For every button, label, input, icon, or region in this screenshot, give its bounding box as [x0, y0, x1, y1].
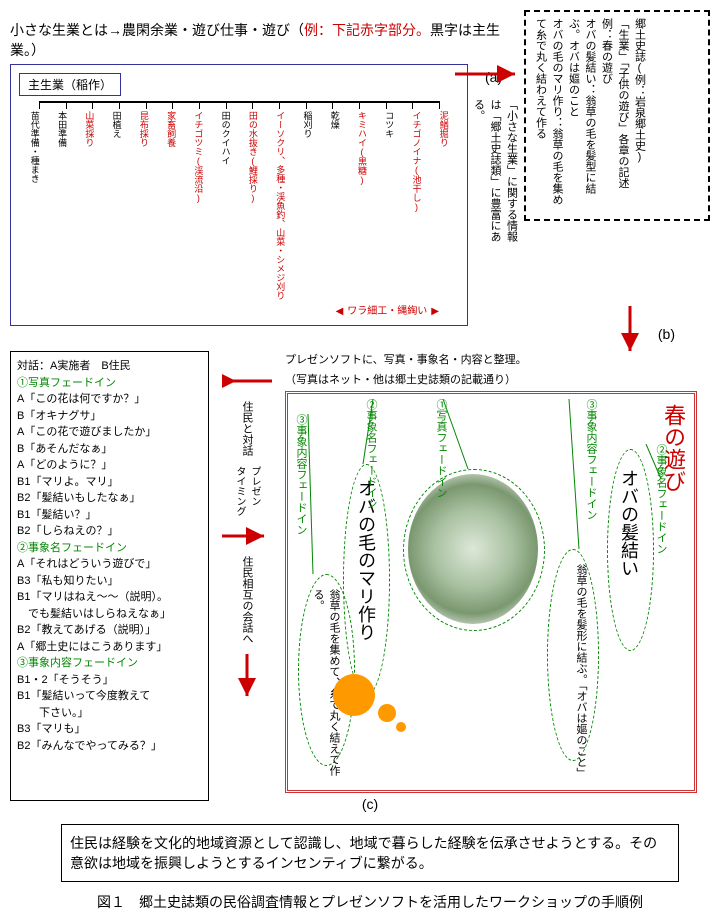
label-e3b: ③事象内容フェードイン [583, 399, 599, 520]
dialog-box: 対話：A実施者 B住民①写真フェードインA「この花は何ですか？」B「オキナグサ」… [10, 351, 209, 801]
label-a: (a) [485, 69, 502, 85]
presen-box: 春の遊び ①写真フェードイン オバの毛のマリ作り ②事象名フェードイン オバの髪… [285, 391, 697, 793]
wara-label: ワラ細工・縄綯い [19, 302, 439, 317]
label-b: (b) [658, 326, 675, 342]
orange-dot [333, 674, 375, 716]
orange-dot-tiny [396, 722, 406, 732]
presen-note2: （写真はネット・他は郷土史誌類の記載通り） [285, 371, 697, 387]
side-note: 「小さな生業」に関する情報は「郷土史誌類」に豊富にある。 [470, 99, 520, 249]
label-e2b: ②事象名フェードイン [653, 444, 669, 554]
label-e3a: ③事象内容フェードイン [293, 414, 309, 535]
orange-dot-small [378, 704, 396, 722]
presen-note1: プレゼンソフトに、写真・事象名・内容と整理。 [285, 351, 697, 367]
figure-caption: 図１ 郷土史誌類の民俗調査情報とプレゼンソフトを活用したワークショップの手順例 [10, 892, 720, 912]
label-e2a: ②事象名フェードイン [363, 399, 379, 509]
bottom-conclusion: 住民は経験を文化的地域資源として認識し、地域で暮らした経験を伝承させようとする。… [61, 824, 679, 882]
center-column: 住民と対話 プレゼンタイミング 住民相互の会話へ [217, 351, 277, 801]
label-photo: ①写真フェードイン [433, 399, 449, 498]
label-c: (c) [362, 796, 378, 812]
timeline-title: 主生業（稲作） [19, 73, 121, 96]
timeline-box: 主生業（稲作） 苗代準備・種まき本田準備山菜採り田植え昆布採り家畜飼養イチゴツミ… [10, 64, 468, 326]
